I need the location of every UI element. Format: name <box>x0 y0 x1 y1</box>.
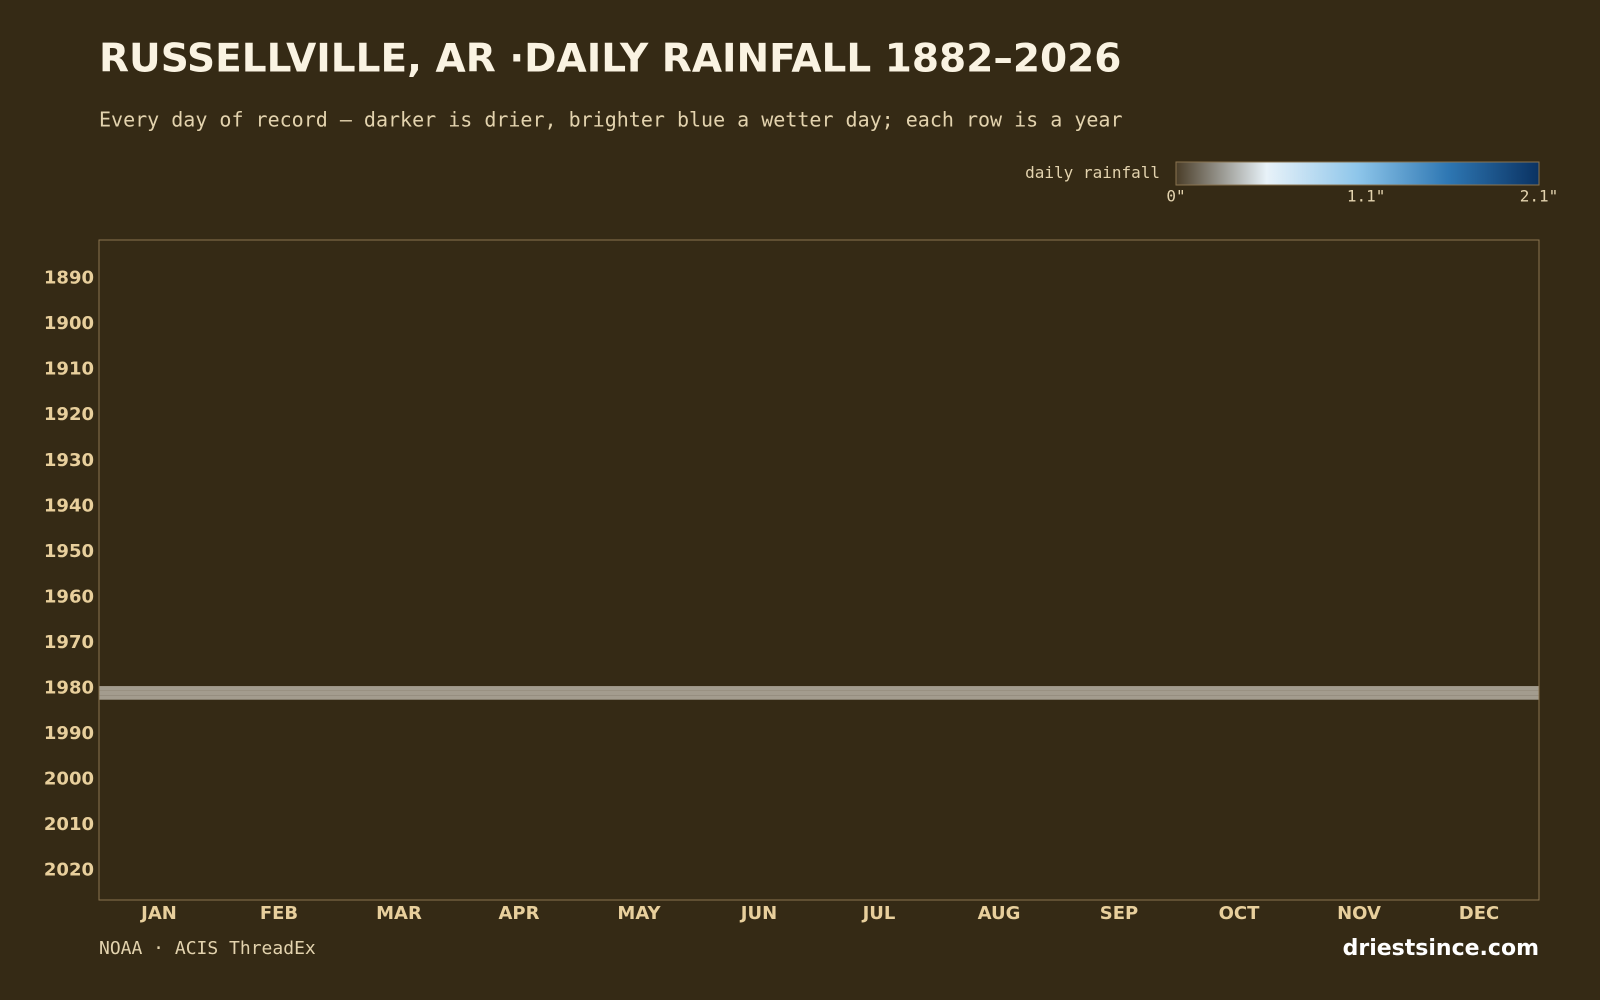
y-tick-label: 1950 <box>44 541 94 562</box>
y-tick-label: 1960 <box>44 586 94 607</box>
subtitle: Every day of record — darker is drier, b… <box>99 108 1123 132</box>
x-tick-label: JUN <box>739 903 777 924</box>
x-tick-label: JUL <box>861 903 896 924</box>
y-tick-label: 2010 <box>44 814 94 835</box>
y-tick-label: 1930 <box>44 450 94 471</box>
missing-year <box>99 686 1539 691</box>
missing-year <box>99 695 1539 700</box>
colorbar-tick-label: 0" <box>1166 187 1185 206</box>
x-tick-label: AUG <box>978 903 1021 924</box>
x-tick-label: OCT <box>1219 903 1261 924</box>
y-tick-label: 1980 <box>44 677 94 698</box>
x-tick-label: DEC <box>1459 903 1499 924</box>
source: NOAA · ACIS ThreadEx <box>99 938 316 959</box>
missing-year <box>99 690 1539 696</box>
y-tick-label: 1990 <box>44 723 94 744</box>
y-tick-label: 1890 <box>44 268 94 289</box>
colorbar-tick-label: 2.1" <box>1520 187 1559 206</box>
y-tick-label: 2020 <box>44 859 94 880</box>
y-tick-label: 1910 <box>44 359 94 380</box>
chart-title: RUSSELLVILLE, AR ·DAILY RAINFALL 1882–20… <box>99 37 1121 82</box>
y-tick-label: 1970 <box>44 632 94 653</box>
y-tick-label: 1940 <box>44 495 94 516</box>
colorbar-tick-label: 1.1" <box>1347 187 1386 206</box>
y-tick-label: 1900 <box>44 313 94 334</box>
plot-area <box>99 240 1539 900</box>
y-tick-label: 1920 <box>44 404 94 425</box>
x-tick-label: MAY <box>617 903 661 924</box>
x-tick-label: SEP <box>1100 903 1138 924</box>
colorbar <box>1175 161 1540 186</box>
x-tick-label: MAR <box>376 903 422 924</box>
y-tick-label: 2000 <box>44 768 94 789</box>
plot-frame <box>98 239 1540 901</box>
x-tick-label: JAN <box>139 903 177 924</box>
x-tick-label: FEB <box>260 903 298 924</box>
x-tick-label: APR <box>499 903 540 924</box>
x-tick-label: NOV <box>1337 903 1381 924</box>
colorbar-label: daily rainfall <box>1025 163 1160 182</box>
brand: driestsince.com <box>1343 936 1539 961</box>
